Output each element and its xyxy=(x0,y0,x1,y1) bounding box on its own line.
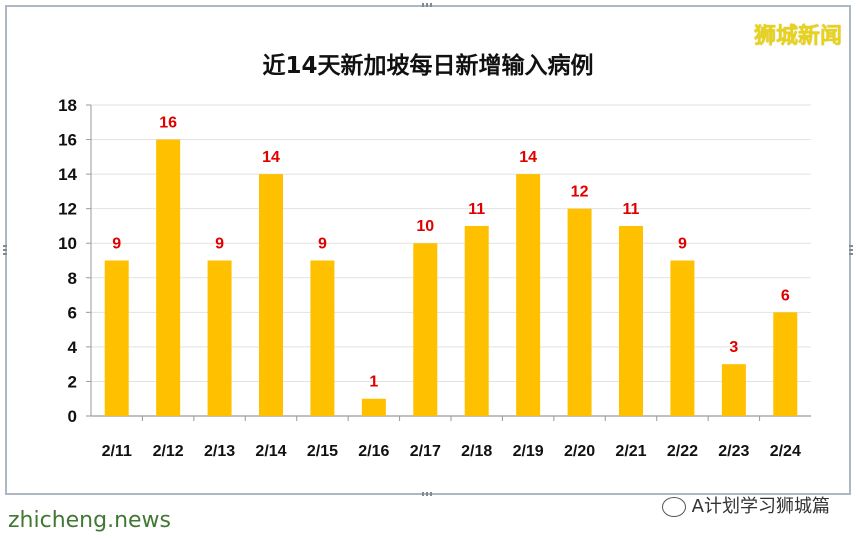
x-tick-label: 2/16 xyxy=(358,443,389,460)
bar xyxy=(361,398,386,416)
data-label: 6 xyxy=(781,287,790,304)
data-label: 14 xyxy=(262,149,280,166)
bar xyxy=(567,208,592,416)
y-tick-label: 10 xyxy=(58,234,77,253)
x-tick-label: 2/19 xyxy=(513,443,544,460)
x-tick-label: 2/12 xyxy=(153,443,184,460)
resize-handle-right[interactable] xyxy=(849,243,853,255)
account-name: A计划学习狮城篇 xyxy=(691,496,830,517)
y-tick-label: 8 xyxy=(68,269,77,288)
bar xyxy=(670,260,695,416)
y-tick-label: 6 xyxy=(68,303,77,322)
bar xyxy=(721,364,746,416)
y-tick-label: 18 xyxy=(58,96,77,115)
x-tick-label: 2/21 xyxy=(615,443,646,460)
bar xyxy=(259,174,283,416)
bar xyxy=(516,174,541,416)
y-tick-label: 12 xyxy=(58,200,77,219)
resize-handle-left[interactable] xyxy=(3,243,7,255)
x-tick-label: 2/13 xyxy=(204,443,235,460)
bar xyxy=(413,243,438,416)
data-label: 10 xyxy=(416,218,434,235)
data-label: 9 xyxy=(678,236,687,253)
wechat-icon xyxy=(661,497,686,517)
data-label: 11 xyxy=(468,201,485,218)
y-tick-label: 0 xyxy=(68,407,77,426)
data-label: 9 xyxy=(112,236,121,253)
x-tick-label: 2/11 xyxy=(102,443,132,460)
x-tick-label: 2/18 xyxy=(461,443,492,460)
bar xyxy=(310,260,335,416)
bar xyxy=(619,225,643,416)
data-label: 3 xyxy=(729,339,738,356)
account-watermark: A计划学习狮城篇 xyxy=(661,492,830,518)
y-tick-label: 14 xyxy=(58,165,77,184)
x-tick-label: 2/20 xyxy=(564,443,595,460)
y-tick-label: 16 xyxy=(58,131,77,150)
bar xyxy=(156,139,181,417)
x-tick-label: 2/17 xyxy=(410,443,441,460)
x-tick-label: 2/14 xyxy=(255,443,286,460)
x-tick-label: 2/15 xyxy=(307,443,338,460)
bar xyxy=(773,312,798,416)
data-label: 1 xyxy=(369,374,378,391)
x-tick-label: 2/22 xyxy=(667,443,698,460)
y-tick-label: 4 xyxy=(68,338,78,357)
resize-handle-bottom[interactable] xyxy=(422,492,434,496)
site-watermark: zhicheng.news xyxy=(8,508,172,533)
y-tick-label: 2 xyxy=(68,372,77,391)
data-label: 9 xyxy=(215,236,224,253)
bar xyxy=(464,225,489,416)
bar xyxy=(104,260,129,416)
data-label: 9 xyxy=(318,236,327,253)
x-tick-label: 2/24 xyxy=(770,443,801,460)
data-label: 11 xyxy=(623,201,640,218)
x-tick-label: 2/23 xyxy=(718,443,749,460)
data-label: 16 xyxy=(159,115,177,132)
brand-watermark: 狮城新闻 xyxy=(753,24,842,49)
bar xyxy=(207,260,232,416)
data-label: 14 xyxy=(519,149,537,166)
data-label: 12 xyxy=(571,184,589,201)
resize-handle-top[interactable] xyxy=(422,3,434,7)
chart-title: 近14天新加坡每日新增输入病例 xyxy=(262,53,594,79)
